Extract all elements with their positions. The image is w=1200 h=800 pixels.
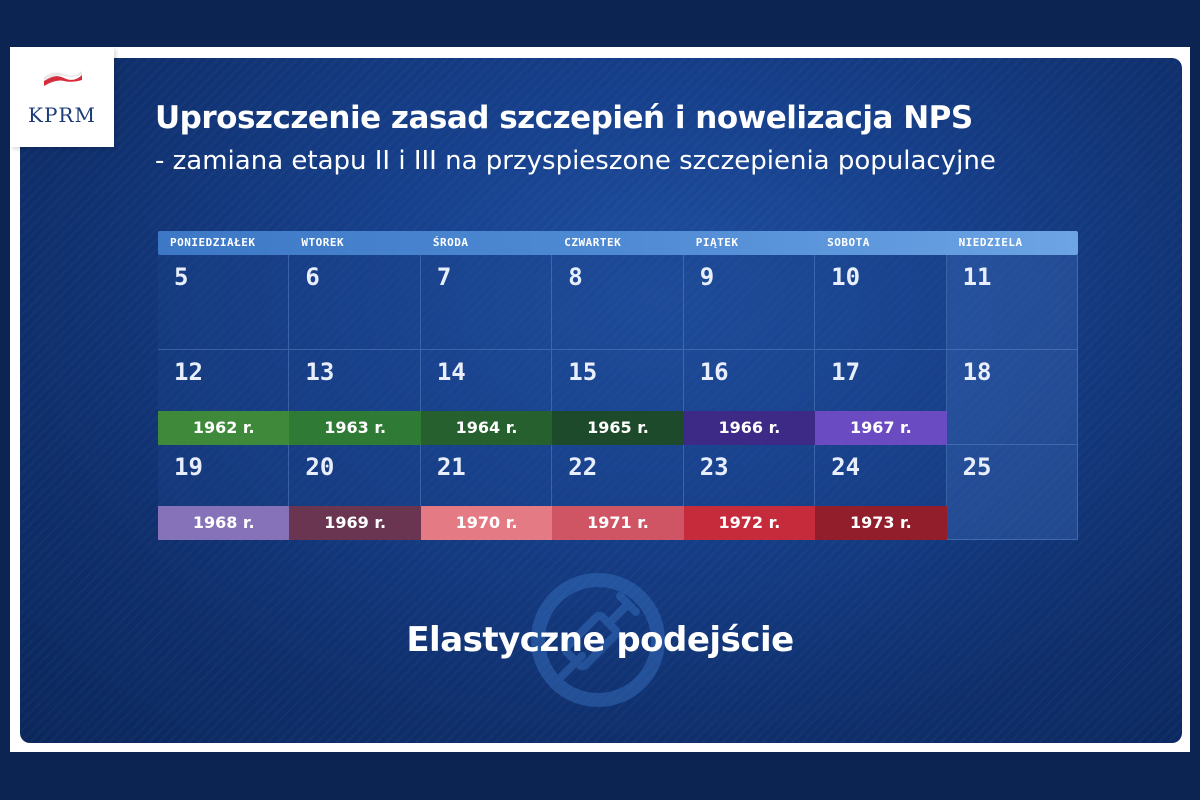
day-number: 9 bbox=[699, 263, 715, 291]
calendar-day-cell: 6 bbox=[289, 255, 421, 350]
day-number: 22 bbox=[568, 453, 598, 481]
page-title: Uproszczenie zasad szczepień i nowelizac… bbox=[155, 100, 973, 136]
calendar-day-cell: 8 bbox=[552, 255, 684, 350]
day-header: ŚRODA bbox=[432, 236, 469, 249]
day-number: 18 bbox=[962, 358, 992, 386]
birth-year-bar: 1966 r. bbox=[683, 411, 816, 445]
day-number: 13 bbox=[305, 358, 335, 386]
calendar-day-cell: 18 bbox=[946, 350, 1078, 445]
birth-year-bar: 1973 r. bbox=[815, 506, 947, 540]
day-header: PONIEDZIAŁEK bbox=[170, 236, 256, 249]
polish-flag-icon bbox=[44, 71, 82, 86]
birth-year-bar: 1964 r. bbox=[420, 411, 553, 445]
day-number: 11 bbox=[962, 263, 992, 291]
day-number: 7 bbox=[436, 263, 452, 291]
day-header: WTOREK bbox=[301, 236, 345, 249]
birth-year-bar: 1968 r. bbox=[158, 506, 290, 540]
day-number: 19 bbox=[174, 453, 203, 481]
birth-year-bar: 1972 r. bbox=[683, 506, 816, 540]
day-header: NIEDZIELA bbox=[958, 236, 1023, 249]
day-header: CZWARTEK bbox=[564, 236, 622, 249]
day-number: 5 bbox=[174, 263, 189, 291]
calendar-day-cell: 7 bbox=[420, 255, 553, 350]
day-number: 12 bbox=[174, 358, 203, 386]
calendar-day-cell: 10 bbox=[815, 255, 947, 350]
day-number: 23 bbox=[699, 453, 729, 481]
birth-year-bar: 1967 r. bbox=[815, 411, 947, 445]
calendar-day-cell: 25 bbox=[946, 445, 1078, 540]
calendar: PONIEDZIAŁEK WTOREK ŚRODA CZWARTEK PIĄTEK SOB… bbox=[158, 231, 1078, 540]
kprm-logo: KPRM bbox=[10, 47, 114, 147]
calendar-day-cell: 5 bbox=[158, 255, 290, 350]
main-panel bbox=[20, 58, 1182, 743]
calendar-day-cell: 11 bbox=[946, 255, 1078, 350]
birth-year-bar: 1963 r. bbox=[289, 411, 421, 445]
footer-caption: Elastyczne podejście bbox=[406, 620, 794, 660]
birth-year-bar: 1965 r. bbox=[552, 411, 684, 445]
day-number: 6 bbox=[305, 263, 320, 291]
day-number: 21 bbox=[436, 453, 466, 481]
day-number: 25 bbox=[962, 453, 992, 481]
vaccine-badge-icon bbox=[531, 573, 665, 707]
logo-text: KPRM bbox=[28, 103, 96, 127]
day-number: 17 bbox=[831, 358, 861, 386]
day-header-row: PONIEDZIAŁEK WTOREK ŚRODA CZWARTEK PIĄTEK SOB… bbox=[158, 231, 1078, 255]
birth-year-bar: 1970 r. bbox=[420, 506, 553, 540]
birth-year-bar: 1962 r. bbox=[158, 411, 290, 445]
day-number: 24 bbox=[831, 453, 861, 481]
day-number: 14 bbox=[436, 358, 466, 386]
day-number: 10 bbox=[831, 263, 861, 291]
calendar-day-cell: 9 bbox=[683, 255, 816, 350]
day-number: 16 bbox=[699, 358, 729, 386]
day-number: 8 bbox=[568, 263, 583, 291]
birth-year-bar: 1969 r. bbox=[289, 506, 421, 540]
day-number: 15 bbox=[568, 358, 598, 386]
day-header: SOBOTA bbox=[827, 236, 870, 249]
day-number: 20 bbox=[305, 453, 335, 481]
page-subtitle: - zamiana etapu II i III na przyspieszon… bbox=[155, 146, 996, 176]
birth-year-bar: 1971 r. bbox=[552, 506, 684, 540]
day-header: PIĄTEK bbox=[695, 236, 739, 249]
